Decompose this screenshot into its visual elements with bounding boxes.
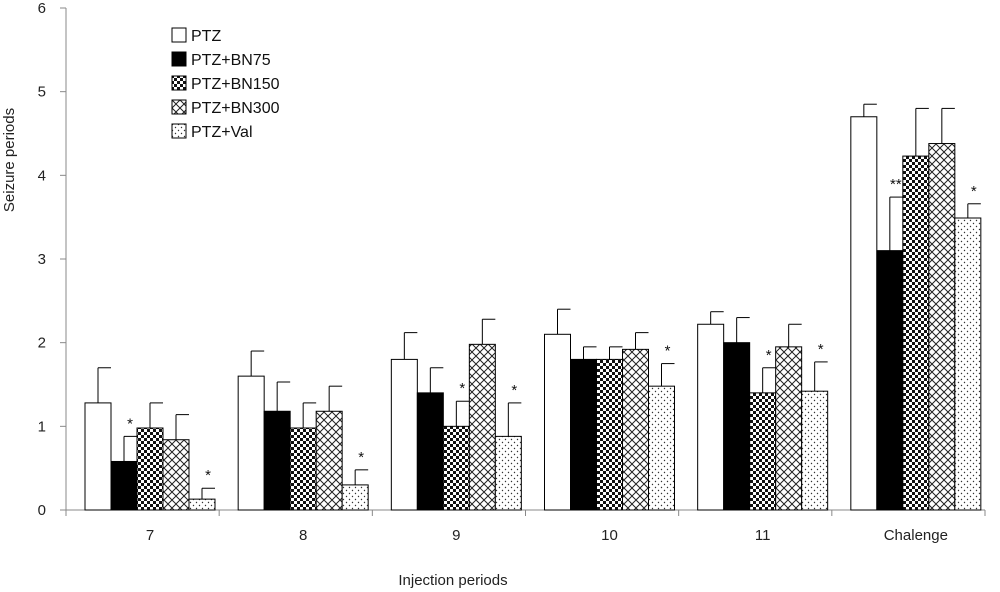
- bar: [697, 323, 725, 511]
- bar: [442, 425, 470, 511]
- bar: [416, 392, 444, 511]
- bar: [596, 358, 623, 511]
- x-tick-label: 10: [601, 527, 618, 544]
- bar: [468, 343, 496, 511]
- bars-layer: **** ** * *** *: [84, 103, 982, 511]
- bar: [263, 410, 291, 511]
- significance-marker: *: [459, 380, 465, 397]
- legend-label: PTZ+Val: [191, 124, 253, 141]
- bar: [622, 348, 649, 511]
- bar: [544, 333, 571, 511]
- x-tick-label: 11: [755, 527, 771, 544]
- y-tick-label: 4: [38, 167, 46, 184]
- legend-swatch: [171, 27, 187, 43]
- legend-swatch: [171, 51, 187, 67]
- legend-label: PTZ+BN75: [191, 52, 271, 69]
- bar: [902, 155, 930, 511]
- bar: [84, 402, 112, 511]
- significance-marker: *: [665, 343, 671, 360]
- bar: [341, 484, 369, 511]
- legend-label: PTZ+BN150: [191, 76, 280, 93]
- bar: [928, 143, 956, 511]
- bar: [876, 250, 904, 511]
- bar: [136, 427, 164, 511]
- bar: [954, 217, 982, 511]
- significance-marker: **: [890, 176, 902, 193]
- significance-marker: *: [766, 347, 772, 364]
- y-tick-label: 3: [38, 251, 46, 268]
- axes-layer: 0 1 2 3 4 5 6 7 8 9 10 11 Chalenge: [38, 0, 986, 544]
- significance-marker: *: [127, 415, 133, 432]
- significance-marker: *: [971, 183, 977, 200]
- legend-swatch: [171, 75, 187, 91]
- legend-swatch: [171, 99, 187, 115]
- bar: [494, 435, 522, 511]
- x-tick-label: 7: [146, 527, 154, 544]
- bar: [315, 410, 343, 511]
- legend-label: PTZ+BN300: [191, 100, 280, 117]
- significance-marker: *: [205, 467, 211, 484]
- x-tick-label: Chalenge: [884, 527, 948, 544]
- y-tick-label: 6: [38, 0, 46, 17]
- significance-marker: *: [818, 341, 824, 358]
- significance-marker: *: [511, 382, 517, 399]
- y-tick-label: 2: [38, 335, 46, 352]
- x-axis-title: Injection periods: [398, 572, 507, 589]
- bar: [110, 460, 138, 511]
- bar: [850, 116, 878, 511]
- significance-marker: *: [358, 449, 364, 466]
- x-tick-label: 9: [452, 527, 460, 544]
- bar: [237, 375, 265, 511]
- bar: [570, 358, 597, 511]
- y-tick-label: 5: [38, 84, 46, 101]
- bar: [801, 390, 829, 511]
- bar: [775, 346, 803, 511]
- bar: [390, 358, 418, 511]
- legend: PTZ PTZ+BN75 PTZ+BN150 PTZ+BN300 PTZ+Val: [171, 27, 280, 141]
- bar: [289, 427, 317, 511]
- bar: [188, 498, 216, 511]
- x-tick-label: 8: [299, 527, 307, 544]
- bar: [162, 439, 190, 511]
- bar: [648, 385, 675, 511]
- legend-label: PTZ: [191, 28, 221, 45]
- y-axis-title: Seizure periods: [1, 108, 18, 212]
- y-tick-label: 0: [38, 502, 46, 519]
- legend-swatch: [171, 123, 187, 139]
- y-tick-label: 1: [38, 418, 46, 435]
- bar: [749, 392, 777, 511]
- bar: [723, 342, 751, 511]
